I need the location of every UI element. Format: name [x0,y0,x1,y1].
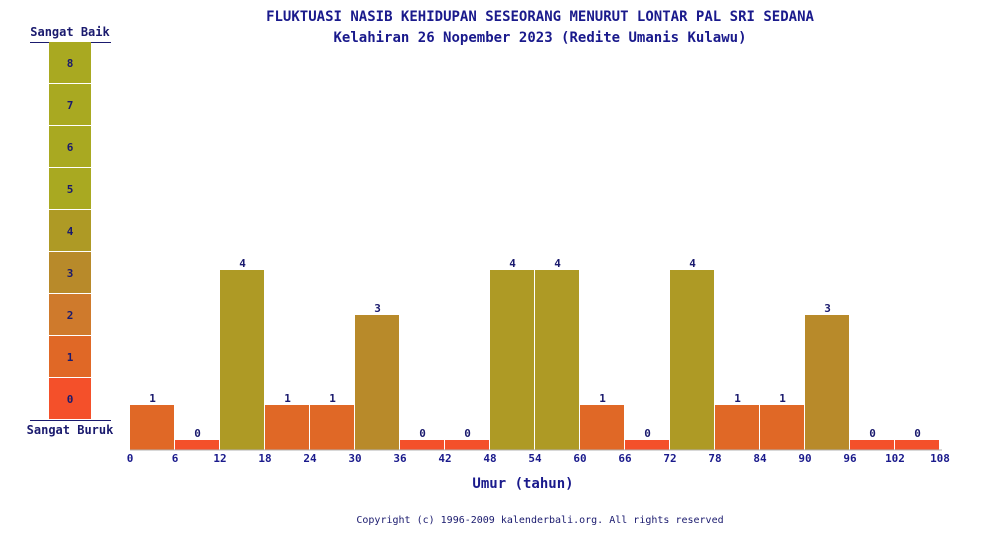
bar-labels: 1 0 4 1 1 3 0 0 4 4 1 0 4 1 1 3 0 0 [149,257,921,440]
bar-value-label: 1 [779,392,786,405]
bar-6-12 [175,440,219,450]
bar-42-48 [445,440,489,450]
x-tick-label: 36 [393,452,407,465]
chart-title: FLUKTUASI NASIB KEHIDUPAN SESEORANG MENU… [266,9,814,25]
legend-cell-3 [49,252,91,293]
bars [130,270,939,450]
chart-subtitle: Kelahiran 26 Nopember 2023 (Redite Umani… [333,30,747,46]
bar-value-label: 0 [914,427,921,440]
legend-cell-label-3: 3 [67,267,74,280]
x-ticks: 0 6 12 18 24 30 36 42 48 54 60 66 72 78 84 90 96 102 108 [127,452,950,465]
legend-cell-8 [49,42,91,83]
bar-96-102 [850,440,894,450]
x-tick-label: 6 [172,452,179,465]
bar-value-label: 3 [824,302,831,315]
legend-cell-label-4: 4 [67,225,74,238]
legend-cell-1 [49,336,91,377]
legend-cell-4 [49,210,91,251]
bar-value-label: 4 [509,257,516,270]
x-tick-label: 96 [843,452,857,465]
bar-value-label: 1 [329,392,336,405]
x-tick-label: 18 [258,452,271,465]
x-tick-label: 48 [483,452,496,465]
legend-cell-label-5: 5 [67,183,74,196]
bar-value-label: 0 [419,427,426,440]
bar-value-label: 0 [644,427,651,440]
bar-value-label: 4 [239,257,246,270]
bar-12-18 [220,270,264,450]
x-tick-label: 30 [348,452,361,465]
legend-cell-5 [49,168,91,209]
bar-78-84 [715,405,759,450]
bar-60-66 [580,405,624,450]
bar-value-label: 1 [734,392,741,405]
bar-value-label: 4 [689,257,696,270]
legend-cell-2 [49,294,91,335]
x-tick-label: 42 [438,452,451,465]
x-tick-label: 102 [885,452,905,465]
bar-value-label: 4 [554,257,561,270]
bar-90-96 [805,315,849,450]
bar-72-78 [670,270,714,450]
x-tick-label: 84 [753,452,767,465]
legend-cell-6 [49,126,91,167]
bar-66-72 [625,440,669,450]
legend-bottom-line [30,420,111,421]
x-tick-label: 0 [127,452,134,465]
x-axis-label: Umur (tahun) [472,476,573,492]
bar-value-label: 1 [149,392,156,405]
legend-top-label: Sangat Baik [30,25,110,39]
x-tick-label: 24 [303,452,317,465]
legend-cell-7 [49,84,91,125]
bar-30-36 [355,315,399,450]
legend-bottom-label: Sangat Buruk [26,423,114,437]
legend-cell-label-2: 2 [67,309,74,322]
legend-cell-label-0: 0 [67,393,74,406]
legend-cell-label-1: 1 [67,351,74,364]
bar-value-label: 0 [464,427,471,440]
bar-value-label: 1 [599,392,606,405]
bar-value-label: 1 [284,392,291,405]
x-tick-label: 90 [798,452,811,465]
legend-cell-label-7: 7 [67,99,74,112]
bar-0-6 [130,405,174,450]
bar-24-30 [310,405,354,450]
bar-54-60 [535,270,579,450]
bar-36-42 [400,440,444,450]
bar-value-label: 0 [869,427,876,440]
legend-cell-label-6: 6 [67,141,74,154]
bar-84-90 [760,405,804,450]
bar-18-24 [265,405,309,450]
x-tick-label: 78 [708,452,721,465]
x-tick-label: 72 [663,452,676,465]
bar-102-108 [895,440,939,450]
x-tick-label: 108 [930,452,950,465]
legend-scale: 8 7 6 5 4 3 2 1 0 [49,42,91,419]
bar-value-label: 3 [374,302,381,315]
x-tick-label: 54 [528,452,542,465]
copyright: Copyright (c) 1996-2009 kalenderbali.org… [356,515,724,526]
x-tick-label: 12 [213,452,226,465]
x-tick-label: 66 [618,452,632,465]
legend-cell-0 [49,378,91,419]
x-tick-label: 60 [573,452,586,465]
bar-48-54 [490,270,534,450]
legend-cell-label-8: 8 [67,57,74,70]
bar-value-label: 0 [194,427,201,440]
